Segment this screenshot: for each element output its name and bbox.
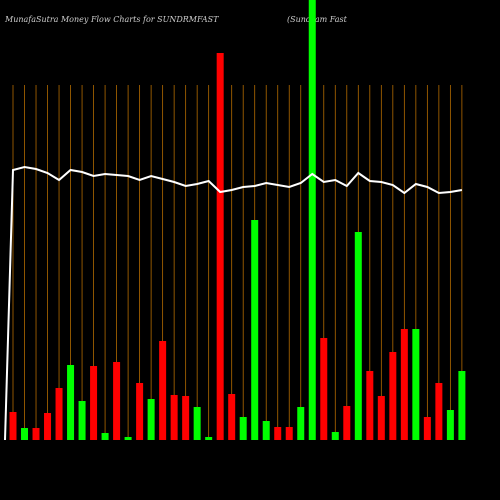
- bar: [205, 437, 213, 440]
- bar: [423, 417, 431, 440]
- bar: [320, 338, 328, 440]
- bar: [78, 401, 86, 440]
- bar: [67, 365, 75, 440]
- bar: [90, 366, 98, 440]
- bar: [9, 412, 17, 440]
- bar: [366, 371, 374, 440]
- bar: [285, 427, 293, 440]
- bar: [113, 362, 121, 440]
- bar: [21, 428, 29, 440]
- bar: [251, 220, 259, 440]
- bar: [228, 394, 236, 440]
- bar: [446, 410, 454, 440]
- chart-title: MunafaSutra Money Flow Charts for SUNDRM…: [4, 15, 219, 24]
- bar: [182, 396, 190, 440]
- bar: [159, 341, 167, 440]
- bar: [32, 428, 40, 440]
- bar: [193, 407, 201, 440]
- money-flow-line: [4, 165, 463, 441]
- bar: [101, 433, 109, 440]
- bar: [170, 395, 178, 440]
- bar: [274, 427, 282, 440]
- bar: [147, 399, 155, 440]
- bar: [331, 432, 339, 440]
- bar: [44, 413, 52, 440]
- bar: [389, 352, 397, 440]
- bar: [124, 437, 132, 440]
- bar: [343, 406, 351, 440]
- bar: [435, 383, 443, 440]
- bar: [354, 232, 362, 440]
- bar: [262, 421, 270, 440]
- chart-subtitle: (Sundram Fast: [287, 15, 348, 24]
- bar: [400, 329, 408, 440]
- bar: [377, 396, 385, 440]
- bar: [239, 417, 247, 440]
- bar: [458, 371, 466, 440]
- bar: [308, 0, 316, 440]
- bar: [55, 388, 63, 440]
- bar: [136, 383, 144, 440]
- bar: [216, 53, 224, 440]
- bar: [297, 407, 305, 440]
- bar: [412, 329, 420, 440]
